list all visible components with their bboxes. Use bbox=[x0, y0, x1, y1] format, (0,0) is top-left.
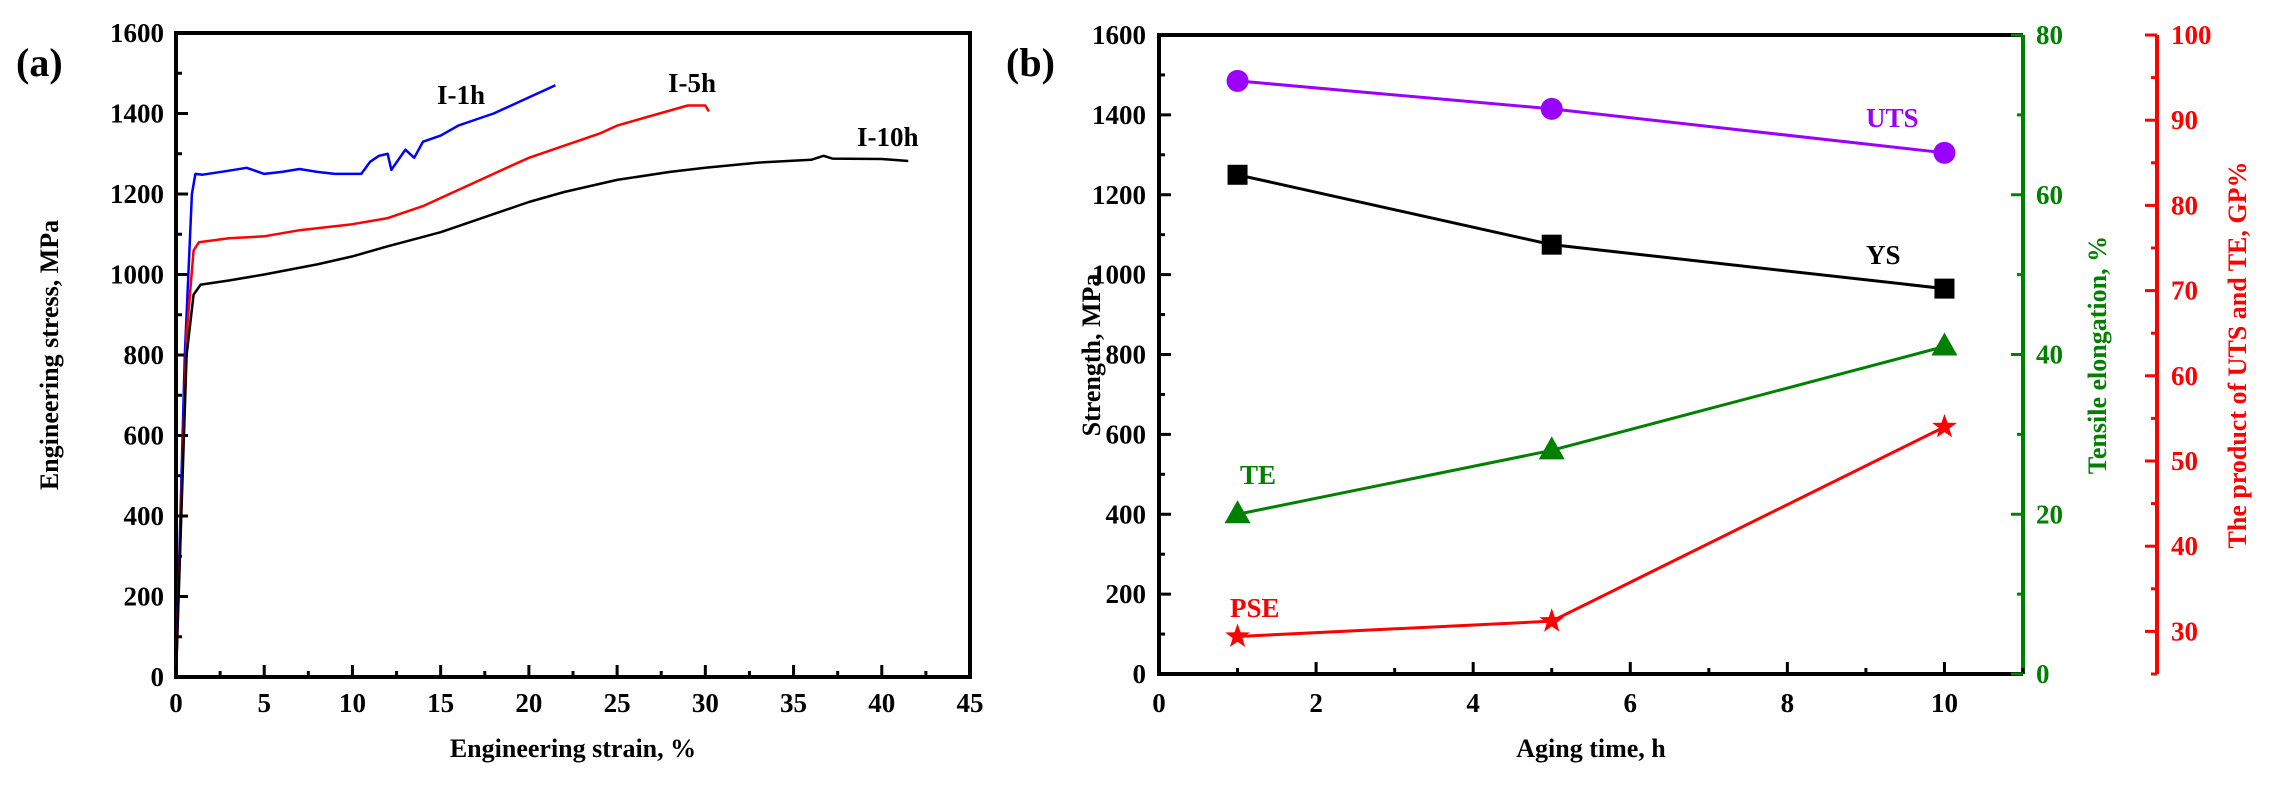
te-tick-label: 20 bbox=[2036, 499, 2063, 529]
te-tick-label: 80 bbox=[2036, 20, 2063, 50]
y-tick-label: 1000 bbox=[1092, 260, 1146, 290]
x-tick-label: 40 bbox=[868, 688, 895, 718]
panel-b-label: (b) bbox=[1006, 40, 1055, 85]
pse-tick-label: 100 bbox=[2171, 20, 2212, 50]
te-tick-label: 0 bbox=[2036, 659, 2050, 689]
x-tick-label: 20 bbox=[515, 688, 542, 718]
curve-i-1h bbox=[174, 84, 556, 678]
panel-b-ylabel-pse: The product of UTS and TE, GP% bbox=[2223, 162, 2252, 549]
label-uts: UTS bbox=[1866, 103, 1919, 133]
ys-marker bbox=[1541, 234, 1562, 255]
uts-line bbox=[1237, 79, 1945, 155]
x-tick-label: 0 bbox=[169, 688, 183, 718]
label-ys: YS bbox=[1866, 240, 1901, 270]
panel-a-xlabel: Engineering strain, % bbox=[450, 734, 696, 763]
pse-tick-label: 60 bbox=[2171, 361, 2198, 391]
y-tick-label: 1600 bbox=[110, 18, 164, 48]
x-tick-label: 15 bbox=[427, 688, 454, 718]
y-tick-label: 0 bbox=[1133, 659, 1147, 689]
y-tick-label: 400 bbox=[1106, 499, 1147, 529]
pse-line bbox=[1237, 425, 1946, 639]
panel-b: (b) 0 2 4 6 8 1002004006008001000120014001600… bbox=[1006, 20, 2252, 763]
x-tick-label: 4 bbox=[1466, 688, 1480, 718]
y-tick-label: 1400 bbox=[1092, 100, 1146, 130]
y-tick-label: 600 bbox=[1106, 419, 1147, 449]
x-tick-label: 10 bbox=[1931, 688, 1958, 718]
x-tick-label: 6 bbox=[1624, 688, 1638, 718]
pse-tick-label: 30 bbox=[2171, 616, 2198, 646]
label-te: TE bbox=[1240, 460, 1276, 490]
x-tick-label: 0 bbox=[1152, 688, 1166, 718]
panel-b-ylabel: Strength, MPa bbox=[1077, 274, 1106, 437]
y-tick-label: 1000 bbox=[110, 260, 164, 290]
label-pse: PSE bbox=[1230, 593, 1280, 623]
panel-b-ylabel-te: Tensile elongation, % bbox=[2083, 236, 2112, 474]
panel-a-label: (a) bbox=[16, 40, 63, 85]
te-tick-label: 60 bbox=[2036, 180, 2063, 210]
uts-marker bbox=[1226, 69, 1249, 92]
x-tick-label: 25 bbox=[604, 688, 631, 718]
ys-line bbox=[1237, 173, 1945, 291]
pse-tick-label: 90 bbox=[2171, 105, 2198, 135]
te-line bbox=[1237, 345, 1945, 516]
y-tick-label: 800 bbox=[124, 340, 165, 370]
x-tick-label: 35 bbox=[780, 688, 807, 718]
y-tick-label: 1400 bbox=[110, 99, 164, 129]
uts-marker bbox=[1540, 97, 1563, 120]
pse-tick-label: 70 bbox=[2171, 276, 2198, 306]
y-tick-label: 200 bbox=[1106, 579, 1147, 609]
curve-i-5h bbox=[174, 104, 710, 678]
ys-marker bbox=[1934, 278, 1955, 299]
x-tick-label: 30 bbox=[692, 688, 719, 718]
te-marker bbox=[1224, 500, 1251, 524]
te-marker bbox=[1931, 332, 1958, 356]
panel-b-xlabel: Aging time, h bbox=[1516, 734, 1666, 763]
y-tick-label: 0 bbox=[151, 662, 165, 692]
x-tick-label: 10 bbox=[339, 688, 366, 718]
curve-i-10h bbox=[174, 154, 909, 678]
y-tick-label: 1600 bbox=[1092, 20, 1146, 50]
panel-a-curves bbox=[174, 84, 909, 678]
te-marker bbox=[1538, 436, 1565, 460]
pse-tick-label: 80 bbox=[2171, 190, 2198, 220]
panel-b-ticks: 0 2 4 6 8 10020040060080010001200140016000204… bbox=[1092, 20, 2212, 718]
pse-marker bbox=[1932, 413, 1957, 438]
uts-marker bbox=[1933, 141, 1956, 164]
y-tick-label: 200 bbox=[124, 582, 165, 612]
panel-a-ticks: 0 5 10 15 20 25 30 35 40 45 0 200 400 600 800 1000 1200 1… bbox=[110, 18, 984, 718]
panel-a: (a) 0 5 10 15 20 25 30 35 40 45 0 200 400 600 800 1000 1… bbox=[16, 18, 984, 763]
panel-a-frame bbox=[174, 31, 972, 679]
x-tick-label: 2 bbox=[1309, 688, 1323, 718]
pse-marker bbox=[1539, 608, 1565, 632]
pse-tick-label: 40 bbox=[2171, 531, 2198, 561]
panel-a-ylabel: Engineering stress, MPa bbox=[35, 220, 64, 490]
y-tick-label: 800 bbox=[1106, 340, 1147, 370]
label-i-1h: I-1h bbox=[437, 80, 485, 110]
pse-marker bbox=[1225, 623, 1250, 647]
pse-tick-label: 50 bbox=[2171, 446, 2198, 476]
y-tick-label: 600 bbox=[124, 421, 165, 451]
x-tick-label: 45 bbox=[957, 688, 984, 718]
ys-marker bbox=[1227, 164, 1248, 185]
y-tick-label: 1200 bbox=[110, 179, 164, 209]
label-i-5h: I-5h bbox=[668, 68, 716, 98]
y-tick-label: 400 bbox=[124, 501, 165, 531]
x-tick-label: 5 bbox=[257, 688, 271, 718]
label-i-10h: I-10h bbox=[857, 122, 919, 152]
x-tick-label: 8 bbox=[1781, 688, 1795, 718]
panel-b-series bbox=[1224, 69, 1958, 647]
te-tick-label: 40 bbox=[2036, 340, 2063, 370]
y-tick-label: 1200 bbox=[1092, 180, 1146, 210]
